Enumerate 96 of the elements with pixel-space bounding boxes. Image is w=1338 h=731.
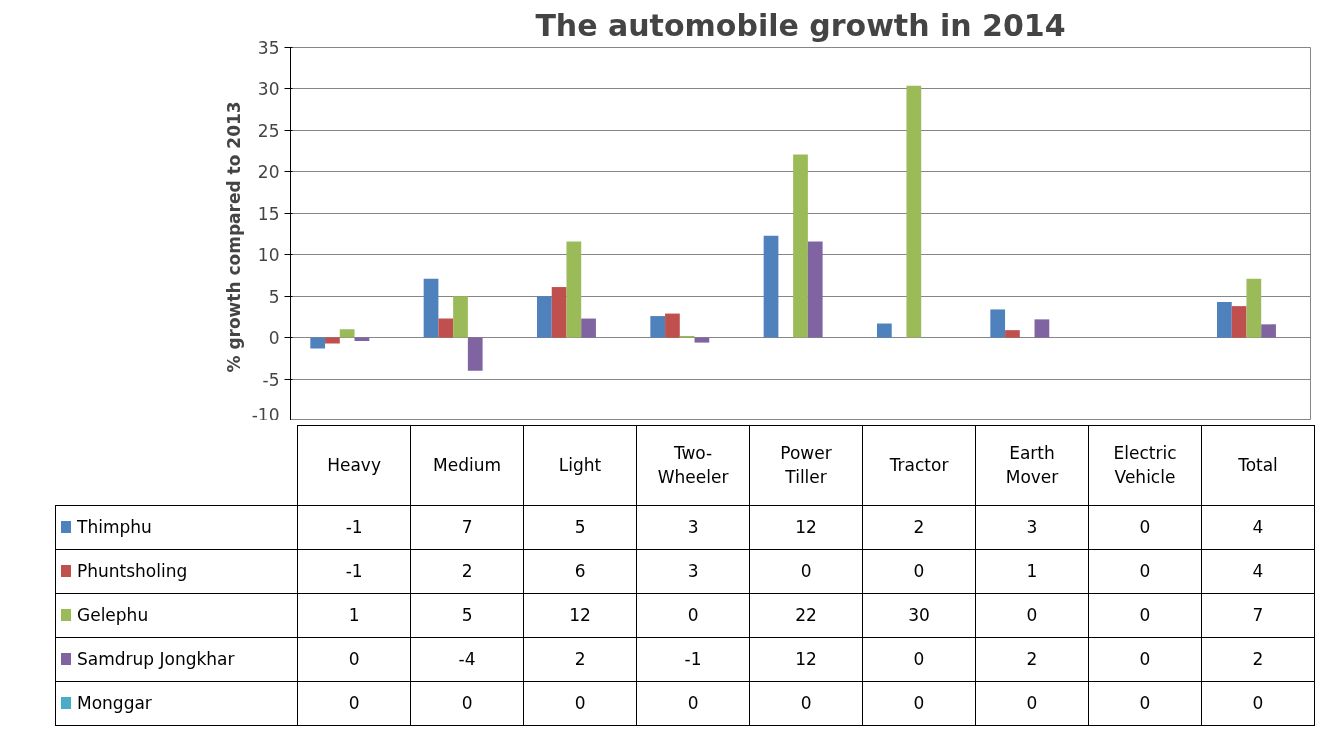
data-label: -1 [297, 505, 411, 550]
data-label: 0 [862, 637, 976, 682]
bar [793, 154, 808, 338]
bar [438, 318, 454, 338]
data-label: 2 [862, 505, 976, 550]
data-label: 0 [1088, 593, 1202, 638]
data-label: 0 [749, 549, 863, 594]
data-label: 0 [975, 681, 1089, 726]
bar [665, 313, 680, 338]
data-label: 12 [523, 593, 637, 638]
bar [423, 278, 439, 338]
data-label: 2 [410, 549, 524, 594]
bar [1217, 301, 1232, 338]
x-tick-label: Earth Mover [975, 425, 1089, 506]
chart-title: The automobile growth in 2014 [535, 7, 1066, 43]
bar [581, 318, 596, 338]
y-tick-label: 20 [257, 162, 280, 183]
x-tick-label: Heavy [297, 425, 411, 506]
data-label: 4 [1201, 505, 1315, 550]
bar [694, 337, 710, 343]
legend-label: Thimphu [55, 505, 298, 550]
data-label: 1 [297, 593, 411, 638]
x-tick-label: Light [523, 425, 637, 506]
x-tick-label: Tractor [862, 425, 976, 506]
bar [537, 296, 552, 338]
data-label: 0 [636, 593, 750, 638]
data-label: 7 [1201, 593, 1315, 638]
data-label: 0 [862, 681, 976, 726]
data-label: 2 [975, 637, 1089, 682]
data-label: -1 [636, 637, 750, 682]
data-label: 0 [297, 681, 411, 726]
data-label: 0 [1088, 549, 1202, 594]
data-label: 12 [749, 637, 863, 682]
data-label: -4 [410, 637, 524, 682]
bar [467, 337, 483, 371]
data-label: 0 [1088, 637, 1202, 682]
y-axis-title: % growth compared to 2013 [223, 101, 244, 373]
data-label: 4 [1201, 549, 1315, 594]
bar [807, 241, 823, 338]
data-label: 2 [1201, 637, 1315, 682]
y-tick-label: 25 [257, 120, 280, 141]
bar [566, 241, 582, 338]
data-label: 1 [975, 549, 1089, 594]
bar [310, 337, 326, 349]
x-tick-label: Power Tiller [749, 425, 863, 506]
x-tick-label: Two-Wheeler [636, 425, 750, 506]
y-tick-label: -5 [262, 369, 280, 390]
legend-label: Gelephu [55, 593, 298, 638]
data-label: 0 [862, 549, 976, 594]
data-label: -1 [297, 549, 411, 594]
x-tick-label: Electric Vehicle [1088, 425, 1202, 506]
x-tick-label: Medium [410, 425, 524, 506]
data-label: 22 [749, 593, 863, 638]
y-tick-label: -10 [251, 404, 280, 425]
legend-label: Samdrup Jongkhar [55, 637, 298, 682]
data-label: 3 [636, 505, 750, 550]
data-label: 0 [749, 681, 863, 726]
data-label: 2 [523, 637, 637, 682]
bar [339, 329, 355, 338]
bar [990, 309, 1006, 338]
data-label: 5 [523, 505, 637, 550]
data-label: 30 [862, 593, 976, 638]
data-label: 0 [1088, 505, 1202, 550]
bar [906, 85, 922, 338]
data-label: 3 [975, 505, 1089, 550]
bar [453, 296, 468, 338]
data-label: 5 [410, 593, 524, 638]
x-tick-label: Total [1201, 425, 1315, 506]
legend-label: Phuntsholing [55, 549, 298, 594]
bar [551, 287, 567, 338]
bar [1261, 324, 1276, 338]
data-label: 0 [636, 681, 750, 726]
data-label: 6 [523, 549, 637, 594]
data-label: 7 [410, 505, 524, 550]
data-label: 0 [410, 681, 524, 726]
y-tick-label: 0 [268, 328, 280, 349]
y-tick-label: 35 [257, 38, 280, 58]
data-label: 0 [297, 637, 411, 682]
data-label: 0 [1088, 681, 1202, 726]
y-tick-label: 5 [268, 286, 280, 307]
bar [763, 235, 779, 338]
bar [1246, 278, 1262, 338]
bar [1005, 330, 1020, 338]
data-label: 0 [975, 593, 1089, 638]
bar [1034, 319, 1050, 338]
y-tick-label: 15 [257, 203, 280, 224]
bar [650, 316, 666, 338]
data-label: 3 [636, 549, 750, 594]
y-tick-label: 30 [257, 79, 280, 100]
y-tick-label: 10 [257, 245, 280, 266]
data-label: 0 [523, 681, 637, 726]
bar [877, 323, 892, 338]
data-label: 12 [749, 505, 863, 550]
data-label: 0 [1201, 681, 1315, 726]
legend-label: Monggar [55, 681, 298, 726]
bar [1231, 306, 1247, 338]
